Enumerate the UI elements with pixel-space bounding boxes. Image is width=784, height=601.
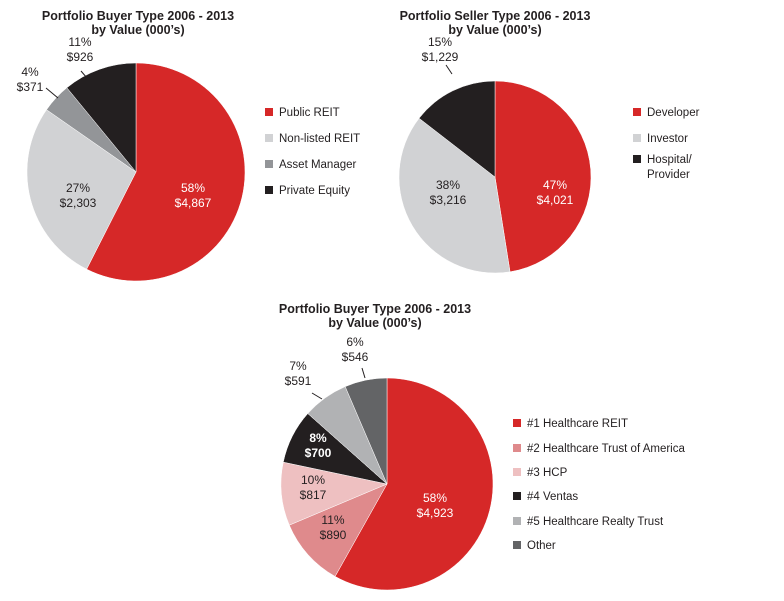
legend-label: #5 Healthcare Realty Trust bbox=[527, 516, 664, 528]
slice-percent-label: 7% bbox=[289, 359, 307, 373]
legend-swatch bbox=[513, 468, 521, 476]
pie-slice bbox=[66, 62, 137, 173]
slice-value-label: $2,303 bbox=[60, 196, 97, 210]
slice-value-label: $4,923 bbox=[417, 506, 454, 520]
slice-percent-label: 58% bbox=[423, 491, 447, 505]
slice-percent-label: 11% bbox=[321, 513, 344, 527]
chart-title: Portfolio Buyer Type 2006 - 2013 bbox=[279, 302, 471, 316]
legend-swatch bbox=[513, 444, 521, 452]
chart-title: by Value (000’s) bbox=[328, 316, 421, 330]
slice-percent-label: 27% bbox=[66, 181, 90, 195]
slice-percent-label: 11% bbox=[68, 35, 91, 49]
legend-swatch bbox=[265, 186, 273, 194]
chart-title: by Value (000’s) bbox=[448, 23, 541, 37]
pie-slice bbox=[398, 117, 511, 274]
slice-percent-label: 58% bbox=[181, 181, 205, 195]
slice-percent-label: 6% bbox=[346, 335, 364, 349]
chart-title: Portfolio Buyer Type 2006 - 2013 bbox=[42, 9, 234, 23]
legend-label: Other bbox=[527, 540, 556, 552]
slice-value-label: $546 bbox=[342, 350, 369, 364]
slice-percent-label: 10% bbox=[301, 473, 325, 487]
slice-value-label: $371 bbox=[17, 80, 44, 94]
legend-label: Private Equity bbox=[279, 185, 350, 197]
slice-value-label: $591 bbox=[285, 374, 312, 388]
legend-swatch bbox=[513, 492, 521, 500]
slice-value-label: $4,021 bbox=[537, 193, 574, 207]
legend-label: #4 Ventas bbox=[527, 491, 578, 503]
legend-swatch bbox=[513, 517, 521, 525]
pie-slice bbox=[26, 109, 137, 270]
legend-label: Public REIT bbox=[279, 107, 340, 119]
pie-slice bbox=[418, 80, 496, 178]
legend-swatch bbox=[265, 134, 273, 142]
legend-swatch bbox=[633, 155, 641, 163]
leader-line bbox=[45, 87, 59, 99]
legend-label: Provider bbox=[647, 169, 690, 181]
leader-line bbox=[445, 64, 453, 75]
slice-value-label: $3,216 bbox=[430, 193, 467, 207]
leader-line bbox=[80, 70, 88, 79]
legend-label: #2 Healthcare Trust of America bbox=[527, 443, 685, 455]
slice-value-label: $926 bbox=[67, 50, 94, 64]
pie-slice bbox=[334, 377, 494, 591]
slice-percent-label: 47% bbox=[543, 178, 567, 192]
legend-label: #1 Healthcare REIT bbox=[527, 418, 628, 430]
slice-value-label: $700 bbox=[305, 446, 332, 460]
legend-swatch bbox=[265, 108, 273, 116]
pie-slice bbox=[344, 377, 388, 485]
slice-percent-label: 38% bbox=[436, 178, 460, 192]
legend-swatch bbox=[513, 541, 521, 549]
slice-percent-label: 4% bbox=[21, 65, 39, 79]
legend-swatch bbox=[513, 419, 521, 427]
legend-swatch bbox=[265, 160, 273, 168]
legend-label: Hospital/ bbox=[647, 154, 693, 166]
legend-swatch bbox=[633, 134, 641, 142]
legend-label: Investor bbox=[647, 133, 688, 145]
pie-slice bbox=[494, 80, 592, 273]
slice-percent-label: 15% bbox=[428, 35, 452, 49]
leader-line bbox=[361, 367, 366, 379]
legend-swatch bbox=[633, 108, 641, 116]
slice-value-label: $817 bbox=[300, 488, 327, 502]
slice-value-label: $890 bbox=[320, 528, 347, 542]
legend-label: Asset Manager bbox=[279, 159, 357, 171]
chart-title: by Value (000’s) bbox=[91, 23, 184, 37]
slice-value-label: $1,229 bbox=[422, 50, 459, 64]
legend-label: #3 HCP bbox=[527, 467, 568, 479]
pie-slice bbox=[288, 483, 388, 577]
slice-percent-label: 8% bbox=[309, 431, 327, 445]
leader-line bbox=[311, 392, 323, 400]
slice-value-label: $4,867 bbox=[175, 196, 212, 210]
legend-label: Developer bbox=[647, 107, 700, 119]
pie-slice bbox=[86, 62, 246, 282]
chart-title: Portfolio Seller Type 2006 - 2013 bbox=[400, 9, 591, 23]
legend-label: Non-listed REIT bbox=[279, 133, 360, 145]
